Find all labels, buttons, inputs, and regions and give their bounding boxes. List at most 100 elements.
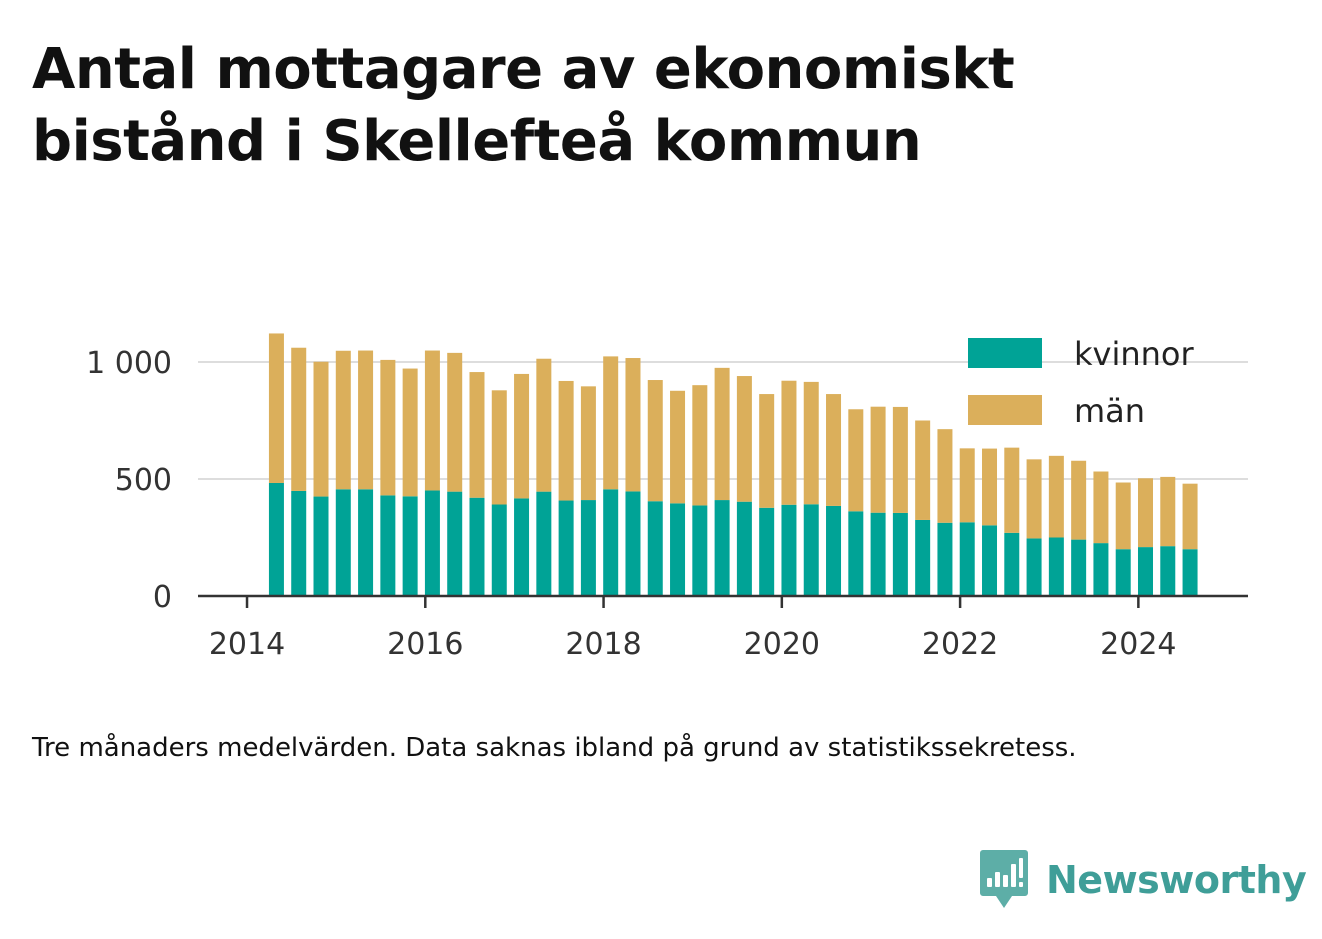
bar-kvinnor [1048,537,1064,596]
bar-kvinnor [670,503,686,596]
bar-man [759,394,775,508]
bar-kvinnor [959,522,975,596]
bar-man [982,448,998,526]
bar-man [603,356,619,490]
x-tick-label: 2016 [387,627,463,662]
bar-man [380,359,396,496]
bar-kvinnor [870,512,886,596]
legend: kvinnor män [968,335,1195,430]
bar-man [647,380,663,502]
legend-swatch-kvinnor [968,338,1042,368]
bar-kvinnor [915,519,931,596]
bar-man [313,361,329,497]
y-tick-label: 500 [115,463,172,498]
y-tick-label: 0 [153,580,172,615]
x-tick-label: 2020 [744,627,820,662]
bar-kvinnor [781,504,797,596]
chart-title: Antal mottagare av ekonomiskt bistånd i … [32,37,1015,174]
bar-kvinnor [603,489,619,596]
bar-kvinnor [1004,532,1020,596]
bar-man [1093,471,1109,544]
bar-man [1115,482,1131,550]
bar-man [915,420,931,520]
bar-kvinnor [491,504,507,596]
bar-kvinnor [514,498,530,596]
bar-man [692,385,708,506]
bar-man [358,350,374,490]
bar-kvinnor [736,501,752,596]
bar-man [892,406,908,513]
bar-kvinnor [558,500,574,596]
bar-kvinnor [268,482,284,596]
bar-kvinnor [1071,539,1087,596]
bar-kvinnor [380,495,396,596]
bar-man [514,373,530,499]
bar-kvinnor [803,504,819,596]
bar-man [1182,483,1198,550]
bar-kvinnor [1026,538,1042,596]
bar-man [424,350,440,491]
bar-kvinnor [313,496,329,596]
bar-man [1048,455,1064,538]
bar-kvinnor [447,491,463,596]
bar-man [268,333,284,483]
bar-kvinnor [1160,546,1176,596]
bar-kvinnor [625,491,641,596]
bar-man [335,350,351,490]
bar-man [714,367,730,501]
bar-kvinnor [424,490,440,596]
bar-kvinnor [826,505,842,596]
bar-man [558,380,574,501]
bar-kvinnor [892,512,908,596]
bar-man [447,352,463,492]
x-tick-label: 2018 [565,627,641,662]
brand-logo: Newsworthy [980,850,1307,910]
bar-man [1137,478,1153,548]
bar-kvinnor [1093,543,1109,596]
bar-kvinnor [848,511,864,596]
bar-kvinnor [982,525,998,596]
bar-kvinnor [1182,549,1198,596]
bar-kvinnor [335,489,351,596]
bar-kvinnor [692,505,708,596]
bar-man [469,372,485,498]
bar-kvinnor [759,507,775,596]
bars [268,333,1198,596]
bar-man [1004,447,1020,533]
bar-kvinnor [291,490,307,596]
bar-man [1071,460,1087,540]
bar-kvinnor [1137,547,1153,596]
brand-name: Newsworthy [1046,858,1307,902]
bar-man [402,368,418,497]
bar-chart: 0 500 1 000 2014 2016 2018 2020 2022 2024 kvinno… [86,333,1248,662]
newsworthy-logo-icon [980,850,1028,908]
bar-man [848,409,864,512]
bar-kvinnor [714,500,730,596]
bar-man [870,406,886,513]
y-tick-label: 1 000 [86,346,172,381]
bar-kvinnor [469,497,485,596]
x-tick-label: 2022 [922,627,998,662]
bar-man [670,390,686,504]
bar-kvinnor [647,501,663,596]
bar-kvinnor [580,500,596,596]
bar-man [625,358,641,492]
bar-man [1160,476,1176,547]
bar-kvinnor [536,491,552,596]
bar-man [803,381,819,505]
legend-label-kvinnor: kvinnor [1074,335,1195,373]
bar-man [1026,459,1042,539]
bar-kvinnor [1115,549,1131,596]
footnote: Tre månaders medelvärden. Data saknas ib… [32,733,1077,763]
bar-kvinnor [402,496,418,596]
bar-man [826,394,842,506]
bar-man [291,347,307,491]
x-tick-label: 2024 [1100,627,1176,662]
legend-label-man: män [1074,392,1145,430]
bar-man [491,390,507,505]
axes: 0 500 1 000 2014 2016 2018 2020 2022 2024 [86,346,1248,662]
bar-man [580,386,596,501]
bar-man [536,358,552,492]
bar-man [959,448,975,523]
bar-kvinnor [937,522,953,596]
